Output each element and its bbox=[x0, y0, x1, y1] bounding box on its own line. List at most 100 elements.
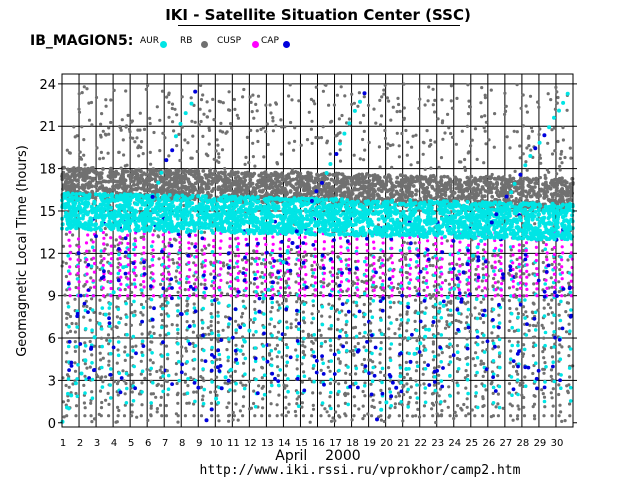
rb-point bbox=[222, 264, 226, 268]
cusp-point bbox=[168, 294, 172, 298]
cusp-point bbox=[553, 260, 557, 264]
rb-point bbox=[519, 381, 523, 385]
cusp-point bbox=[236, 248, 240, 252]
rb-point bbox=[450, 106, 454, 110]
aur-point bbox=[201, 401, 206, 406]
aur-point bbox=[176, 341, 180, 346]
rb-point bbox=[464, 321, 469, 325]
rb-point bbox=[195, 334, 200, 338]
cap-point bbox=[118, 390, 123, 395]
rb-point bbox=[490, 380, 494, 384]
rb-point bbox=[123, 392, 127, 396]
rb-point bbox=[338, 159, 343, 163]
aur-point bbox=[568, 399, 573, 403]
rb-point bbox=[208, 109, 212, 113]
rb-point bbox=[160, 384, 164, 388]
cusp-point bbox=[372, 246, 376, 250]
cusp-point bbox=[322, 240, 326, 244]
rb-point bbox=[155, 369, 159, 374]
cap-point bbox=[66, 281, 71, 286]
cusp-point bbox=[109, 279, 113, 284]
rb-point bbox=[146, 83, 150, 88]
aur-point bbox=[491, 372, 496, 377]
cusp-point bbox=[356, 294, 360, 298]
aur-point bbox=[100, 306, 105, 310]
aur-point bbox=[149, 244, 154, 249]
rb-point bbox=[144, 87, 148, 91]
cusp-point bbox=[161, 256, 165, 260]
cusp-point bbox=[236, 265, 240, 269]
rb-point bbox=[505, 135, 509, 139]
cusp-point bbox=[511, 261, 515, 265]
rb-point bbox=[310, 119, 314, 123]
rb-point bbox=[387, 99, 391, 103]
rb-point bbox=[379, 341, 383, 345]
rb-point bbox=[563, 419, 567, 423]
aur-point bbox=[243, 372, 247, 377]
rb-point bbox=[64, 274, 68, 279]
rb-point bbox=[170, 323, 174, 327]
aur-point bbox=[302, 282, 306, 287]
cusp-point bbox=[408, 294, 412, 298]
rb-point bbox=[448, 262, 452, 266]
aur-point bbox=[253, 404, 258, 409]
rb-point bbox=[300, 401, 304, 405]
cusp-point bbox=[286, 294, 290, 298]
rb-point bbox=[140, 381, 144, 385]
rb-point bbox=[149, 162, 153, 166]
cusp-point bbox=[126, 263, 130, 267]
rb-point bbox=[260, 262, 264, 266]
rb-point bbox=[405, 329, 409, 333]
aur-point bbox=[151, 380, 155, 385]
aur-point bbox=[568, 347, 573, 351]
aur-point bbox=[99, 327, 104, 331]
rb-point bbox=[130, 355, 134, 359]
cap-point bbox=[94, 234, 98, 239]
cusp-point bbox=[417, 241, 421, 245]
cap-point bbox=[311, 243, 316, 247]
rb-point bbox=[507, 391, 511, 395]
rb-point bbox=[454, 142, 458, 146]
rb-point bbox=[148, 121, 152, 126]
rb-point bbox=[559, 152, 563, 156]
aur-point bbox=[253, 346, 258, 350]
rb-point bbox=[148, 330, 152, 334]
rb-point bbox=[414, 391, 418, 395]
rb-point bbox=[447, 385, 451, 389]
rb-point bbox=[378, 400, 382, 405]
cusp-point bbox=[219, 267, 223, 271]
cusp-point bbox=[313, 239, 318, 244]
cap-point bbox=[476, 258, 481, 263]
rb-point bbox=[158, 333, 162, 337]
cap-point bbox=[238, 325, 243, 330]
rb-point bbox=[516, 404, 520, 408]
rb-point bbox=[516, 372, 520, 376]
rb-point bbox=[454, 318, 458, 323]
rb-point bbox=[109, 376, 114, 380]
aur-point bbox=[90, 377, 95, 382]
cusp-point bbox=[161, 233, 165, 237]
cusp-point bbox=[372, 274, 376, 278]
aur-point bbox=[491, 401, 496, 405]
rb-point bbox=[398, 371, 402, 376]
rb-point bbox=[557, 414, 561, 418]
rb-point bbox=[309, 254, 313, 258]
cusp-point bbox=[476, 251, 480, 255]
rb-point bbox=[390, 165, 394, 169]
rb-point bbox=[123, 345, 127, 349]
rb-point bbox=[549, 368, 554, 372]
cap-point bbox=[236, 290, 241, 294]
rb-point bbox=[310, 268, 314, 272]
aur-point bbox=[362, 384, 367, 388]
rb-point bbox=[140, 350, 144, 355]
rb-point bbox=[209, 328, 213, 333]
rb-point bbox=[327, 414, 331, 418]
rb-point bbox=[177, 132, 181, 136]
rb-point bbox=[227, 340, 231, 344]
aur-point bbox=[344, 333, 349, 338]
rb-point bbox=[231, 418, 235, 422]
cusp-point bbox=[178, 286, 182, 290]
cusp-point bbox=[236, 271, 241, 275]
rb-point bbox=[119, 316, 123, 320]
aur-point bbox=[465, 362, 470, 367]
